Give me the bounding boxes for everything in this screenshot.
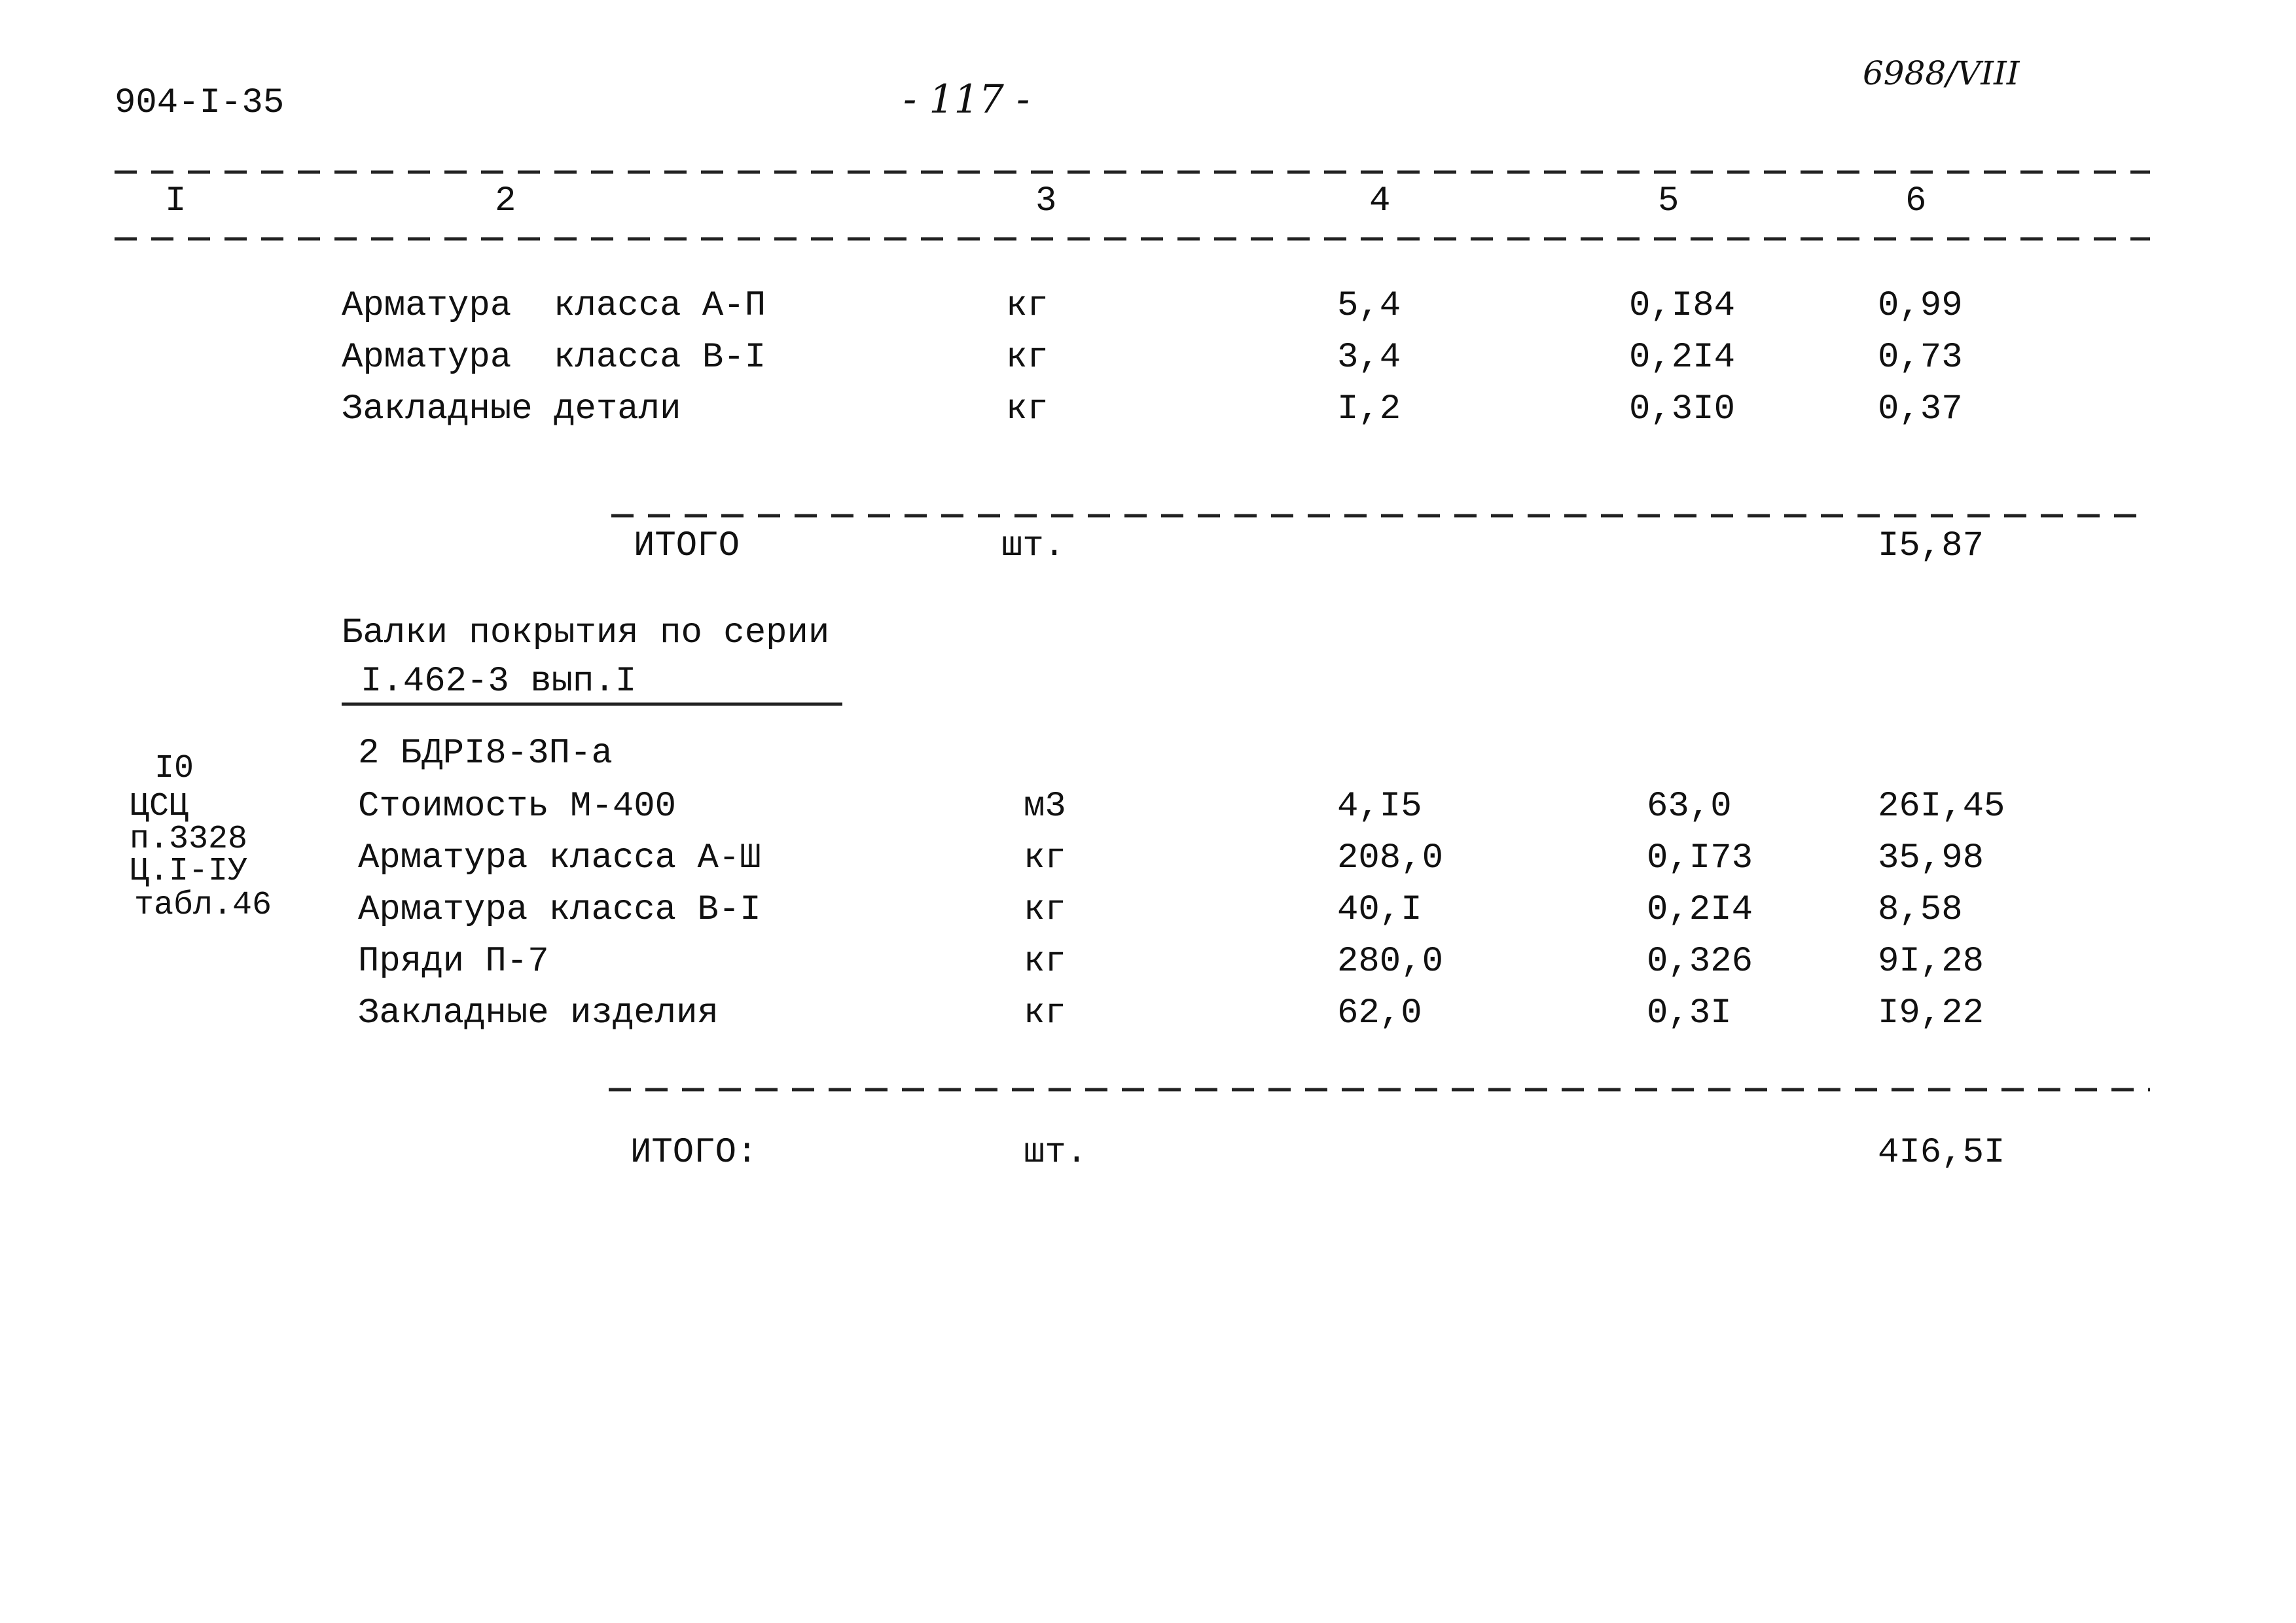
reference: I0: [154, 750, 194, 787]
cell: Пряди П-7: [358, 942, 549, 982]
cell: 0,2I4: [1629, 338, 1736, 378]
cell: кг: [1006, 389, 1049, 429]
sheet-number: 6988/VIII: [1863, 54, 2020, 92]
reference: Ц.I-IУ: [130, 853, 248, 890]
cell: 63,0: [1647, 787, 1732, 827]
item-name: 2 БДРI8-3П-а: [358, 734, 613, 774]
column-header: 4: [1369, 181, 1391, 221]
total-value: I5,87: [1878, 526, 1984, 566]
reference: ЦСЦ: [130, 788, 189, 825]
total-value: 4I6,5I: [1878, 1133, 2005, 1173]
column-header: I: [165, 181, 187, 221]
cell: кг: [1024, 838, 1066, 878]
cell: I,2: [1337, 389, 1401, 429]
total-unit: шт.: [1024, 1133, 1088, 1173]
reference: п.3328: [130, 821, 248, 858]
cell: 208,0: [1337, 838, 1444, 878]
cell: Закладные изделия: [358, 993, 719, 1033]
cell: 0,326: [1647, 942, 1753, 982]
cell: 26I,45: [1878, 787, 2005, 827]
section-title: I.462-3 вып.I: [361, 662, 637, 702]
cell: Арматура класса В-I: [358, 890, 761, 930]
cell: 0,2I4: [1647, 890, 1753, 930]
section-title: Балки покрытия по серии: [342, 613, 830, 653]
cell: 9I,28: [1878, 942, 1984, 982]
cell: кг: [1006, 286, 1049, 326]
cell: кг: [1024, 890, 1066, 930]
column-header: 2: [495, 181, 516, 221]
cell: Арматура класса В-I: [342, 338, 766, 378]
cell: I9,22: [1878, 993, 1984, 1033]
cell: 8,58: [1878, 890, 1963, 930]
cell: 62,0: [1337, 993, 1422, 1033]
cell: 0,I84: [1629, 286, 1736, 326]
cell: 0,I73: [1647, 838, 1753, 878]
column-header: 3: [1035, 181, 1057, 221]
cell: 0,73: [1878, 338, 1963, 378]
cell: 280,0: [1337, 942, 1444, 982]
cell: 3,4: [1337, 338, 1401, 378]
reference: табл.46: [134, 887, 272, 924]
cell: 0,37: [1878, 389, 1963, 429]
doc-code: 904-I-35: [115, 83, 285, 123]
cell: 4,I5: [1337, 787, 1422, 827]
cell: Закладные детали: [342, 389, 681, 429]
cell: Стоимость М-400: [358, 787, 677, 827]
cell: 40,I: [1337, 890, 1422, 930]
cell: Арматура класса А-П: [342, 286, 766, 326]
cell: м3: [1024, 787, 1066, 827]
total-label: ИТОГО: [634, 526, 740, 566]
page-number: - 117 -: [903, 77, 1030, 122]
cell: 5,4: [1337, 286, 1401, 326]
cell: 0,3I: [1647, 993, 1732, 1033]
total-label: ИТОГО:: [630, 1133, 758, 1173]
total-unit: шт.: [1001, 526, 1066, 566]
column-header: 5: [1658, 181, 1679, 221]
cell: 0,99: [1878, 286, 1963, 326]
column-header: 6: [1905, 181, 1927, 221]
cell: кг: [1024, 942, 1066, 982]
cell: 35,98: [1878, 838, 1984, 878]
cell: 0,3I0: [1629, 389, 1736, 429]
cell: кг: [1024, 993, 1066, 1033]
cell: кг: [1006, 338, 1049, 378]
cell: Арматура класса А-Ш: [358, 838, 761, 878]
